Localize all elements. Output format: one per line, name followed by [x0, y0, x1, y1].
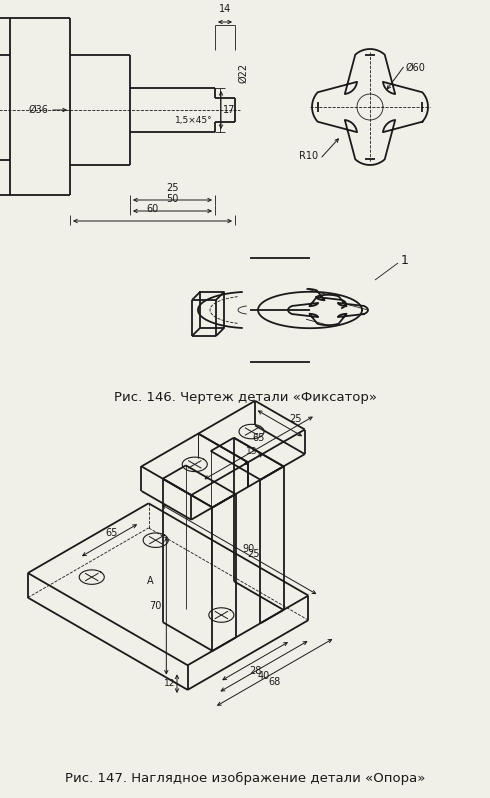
Text: Ø36: Ø36 — [28, 105, 48, 115]
Text: R10: R10 — [299, 151, 318, 161]
Text: 17: 17 — [223, 105, 235, 115]
Text: 70: 70 — [149, 601, 161, 610]
Text: 90: 90 — [242, 544, 254, 555]
Text: 40: 40 — [258, 671, 270, 681]
Text: 25: 25 — [166, 183, 179, 193]
Text: 25: 25 — [247, 549, 260, 559]
Text: Ø22: Ø22 — [238, 63, 248, 83]
Text: 68: 68 — [269, 678, 281, 687]
Text: 1,5×45°: 1,5×45° — [175, 116, 213, 125]
Text: 13: 13 — [245, 447, 257, 456]
Text: 12: 12 — [164, 679, 175, 688]
Text: 14: 14 — [219, 4, 231, 14]
Text: A: A — [147, 576, 154, 587]
Text: Рис. 147. Наглядное изображение детали «Опора»: Рис. 147. Наглядное изображение детали «… — [65, 772, 425, 784]
Text: 28: 28 — [249, 666, 261, 676]
Text: Ø60: Ø60 — [406, 63, 426, 73]
Text: 65: 65 — [252, 433, 265, 443]
Text: 60: 60 — [147, 204, 159, 214]
Text: 65: 65 — [105, 528, 118, 538]
Text: 1: 1 — [401, 254, 409, 267]
Text: 25: 25 — [289, 414, 301, 425]
Text: 50: 50 — [166, 194, 179, 204]
Text: Рис. 146. Чертеж детали «Фиксатор»: Рис. 146. Чертеж детали «Фиксатор» — [114, 392, 376, 405]
